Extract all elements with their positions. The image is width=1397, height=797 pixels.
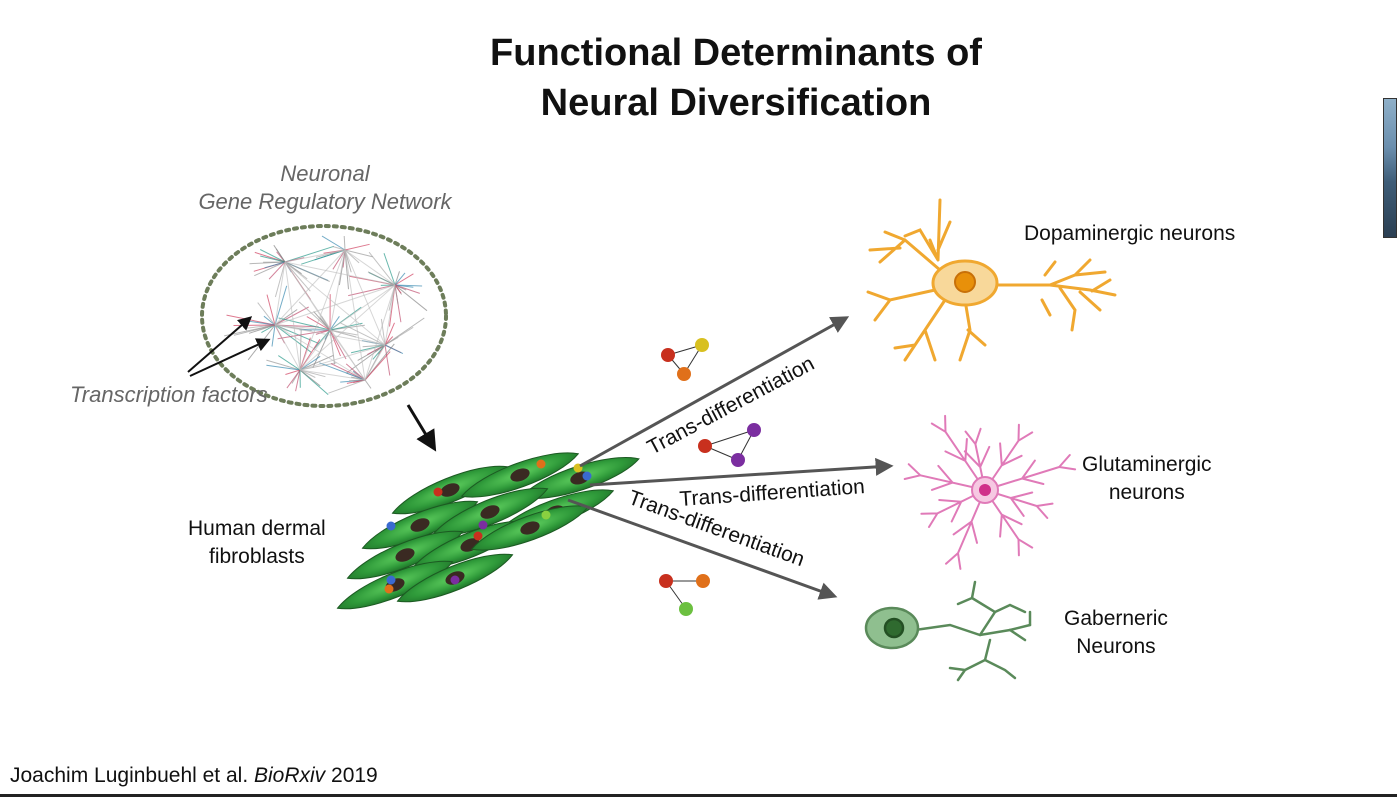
network-edges	[224, 235, 428, 395]
glutaminergic-label-line-1: Glutaminergic	[1082, 453, 1212, 476]
gaberneric-label-line-1: Gaberneric	[1064, 607, 1168, 630]
glutaminergic-dendrite	[930, 414, 986, 491]
title-line-2: Neural Diversification	[540, 82, 932, 124]
dopaminergic-label: Dopaminergic neurons	[1024, 222, 1236, 245]
citation-journal: BioRxiv	[254, 764, 326, 787]
glutaminergic-neuron	[903, 414, 1077, 570]
gaberneric-label: Gaberneric Neurons	[1064, 605, 1168, 661]
network-boundary	[200, 224, 448, 408]
glutaminergic-dendrite	[984, 423, 1034, 491]
network-label: Neuronal Gene Regulatory Network	[160, 160, 490, 216]
arrow-to-dopaminergic	[579, 316, 850, 468]
glutaminergic-dendrite	[920, 489, 986, 528]
arrow-to-glutaminergic	[589, 457, 894, 487]
glutaminergic-dendrite	[984, 489, 1034, 557]
tf-triad-bottom	[659, 574, 710, 616]
network-label-line-1: Neuronal	[280, 161, 370, 186]
fibroblast-label-line-1: Human dermal	[188, 517, 326, 540]
transcription-factors-label: Transcription factors	[70, 382, 268, 407]
arrow-to-gaberneric	[567, 498, 838, 600]
citation-year: 2019	[325, 764, 378, 787]
network-label-line-2: Gene Regulatory Network	[198, 189, 452, 214]
slide-title: Functional Determinants of Neural Divers…	[0, 28, 1397, 128]
network-to-fibroblast-arrow	[406, 404, 437, 452]
glutaminergic-dendrite	[984, 454, 1077, 491]
presenter-video-thumbnail	[1383, 98, 1397, 238]
gene-regulatory-network	[187, 224, 448, 408]
tf-pointer-1	[187, 316, 253, 373]
gaberneric-neuron	[864, 580, 1032, 682]
glutaminergic-label-line-2: neurons	[1108, 481, 1185, 504]
window-bottom-edge	[0, 794, 1397, 797]
fibroblast-cluster	[336, 452, 640, 610]
fibroblast-label-line-2: fibroblasts	[209, 545, 305, 568]
fibroblast-label: Human dermal fibroblasts	[188, 515, 326, 571]
glutaminergic-dendrite	[903, 463, 986, 491]
label-trans-top: Trans-differentiation	[644, 352, 819, 459]
glutaminergic-dendrite	[984, 489, 1054, 519]
tf-pointer-2	[189, 338, 271, 377]
citation-authors: Joachim Luginbuehl et al.	[10, 764, 254, 787]
glutaminergic-dendrite	[945, 489, 986, 570]
dopaminergic-neuron	[866, 198, 1117, 362]
tf-triad-middle	[698, 423, 761, 467]
citation: Joachim Luginbuehl et al. BioRxiv 2019	[10, 764, 378, 788]
glutaminergic-label: Glutaminergic neurons	[1082, 451, 1212, 507]
label-trans-middle: Trans-differentiation	[679, 475, 866, 511]
glutaminergic-dendrite	[963, 427, 991, 491]
title-line-1: Functional Determinants of	[490, 32, 982, 74]
trans-differentiation-arrows: Trans-differentiation Trans-differentiat…	[567, 316, 894, 600]
gaberneric-label-line-2: Neurons	[1076, 635, 1156, 658]
tf-triad-top	[661, 338, 709, 381]
